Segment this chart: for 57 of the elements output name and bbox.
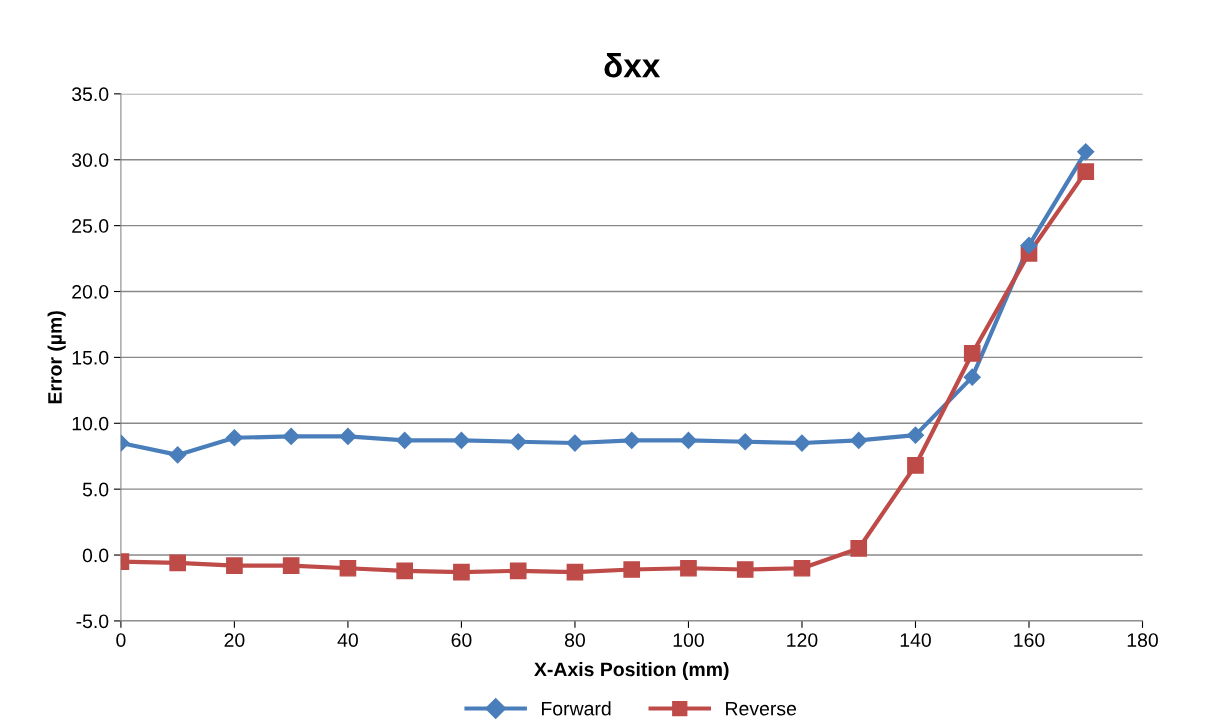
point xyxy=(169,446,187,464)
y-tick-label: 35.0 xyxy=(72,87,109,102)
point xyxy=(226,557,243,574)
point xyxy=(282,427,300,446)
point xyxy=(907,457,924,474)
legend-label: Reverse xyxy=(726,701,797,716)
y-tick-label: 20.0 xyxy=(72,284,109,299)
point xyxy=(963,368,981,386)
point xyxy=(509,562,527,580)
point xyxy=(679,431,698,449)
y-tick-label: 30.0 xyxy=(72,153,109,167)
point xyxy=(850,540,868,557)
point xyxy=(736,561,754,578)
point xyxy=(623,561,641,578)
y-tick-label: 10.0 xyxy=(72,416,109,431)
point xyxy=(396,562,414,580)
point xyxy=(396,431,414,449)
y-tick-label: 15.0 xyxy=(72,350,109,365)
point xyxy=(509,433,527,451)
x-tick-label: 140 xyxy=(900,633,931,648)
y-axis-title: Error (µm) xyxy=(47,311,66,404)
point xyxy=(793,559,811,577)
x-tick-label: 20 xyxy=(224,633,245,648)
y-tick-label: 25.0 xyxy=(72,219,109,233)
point xyxy=(1077,143,1095,161)
point xyxy=(339,427,357,446)
x-tick-label: 160 xyxy=(1014,633,1045,648)
point xyxy=(225,429,243,447)
x-tick-label: 60 xyxy=(451,633,472,648)
y-tick-label: 5.0 xyxy=(82,482,109,497)
point xyxy=(850,431,868,449)
point xyxy=(623,431,641,449)
point xyxy=(680,559,697,577)
point xyxy=(453,563,470,581)
x-tick-label: 100 xyxy=(673,633,704,648)
y-tick-label: 0.0 xyxy=(82,548,109,563)
point xyxy=(339,559,357,577)
point xyxy=(906,426,925,444)
legend-label: Forward xyxy=(542,701,611,716)
point xyxy=(1077,163,1095,180)
x-tick-label: 180 xyxy=(1127,633,1158,648)
point xyxy=(736,433,754,451)
point xyxy=(452,431,470,449)
point xyxy=(793,434,811,452)
x-tick-label: 120 xyxy=(787,633,818,648)
point xyxy=(566,434,584,452)
point xyxy=(963,345,981,362)
point xyxy=(1020,236,1038,254)
point xyxy=(566,563,584,581)
point xyxy=(169,554,186,572)
x-tick-label: 0 xyxy=(116,633,126,648)
y-tick-label: -5.0 xyxy=(76,614,109,629)
chart-title: δxx xyxy=(604,53,661,78)
x-axis-title: X-Axis Position (mm) xyxy=(534,661,729,681)
point xyxy=(282,557,300,574)
x-tick-label: 40 xyxy=(337,633,358,648)
x-tick-label: 80 xyxy=(564,633,585,648)
